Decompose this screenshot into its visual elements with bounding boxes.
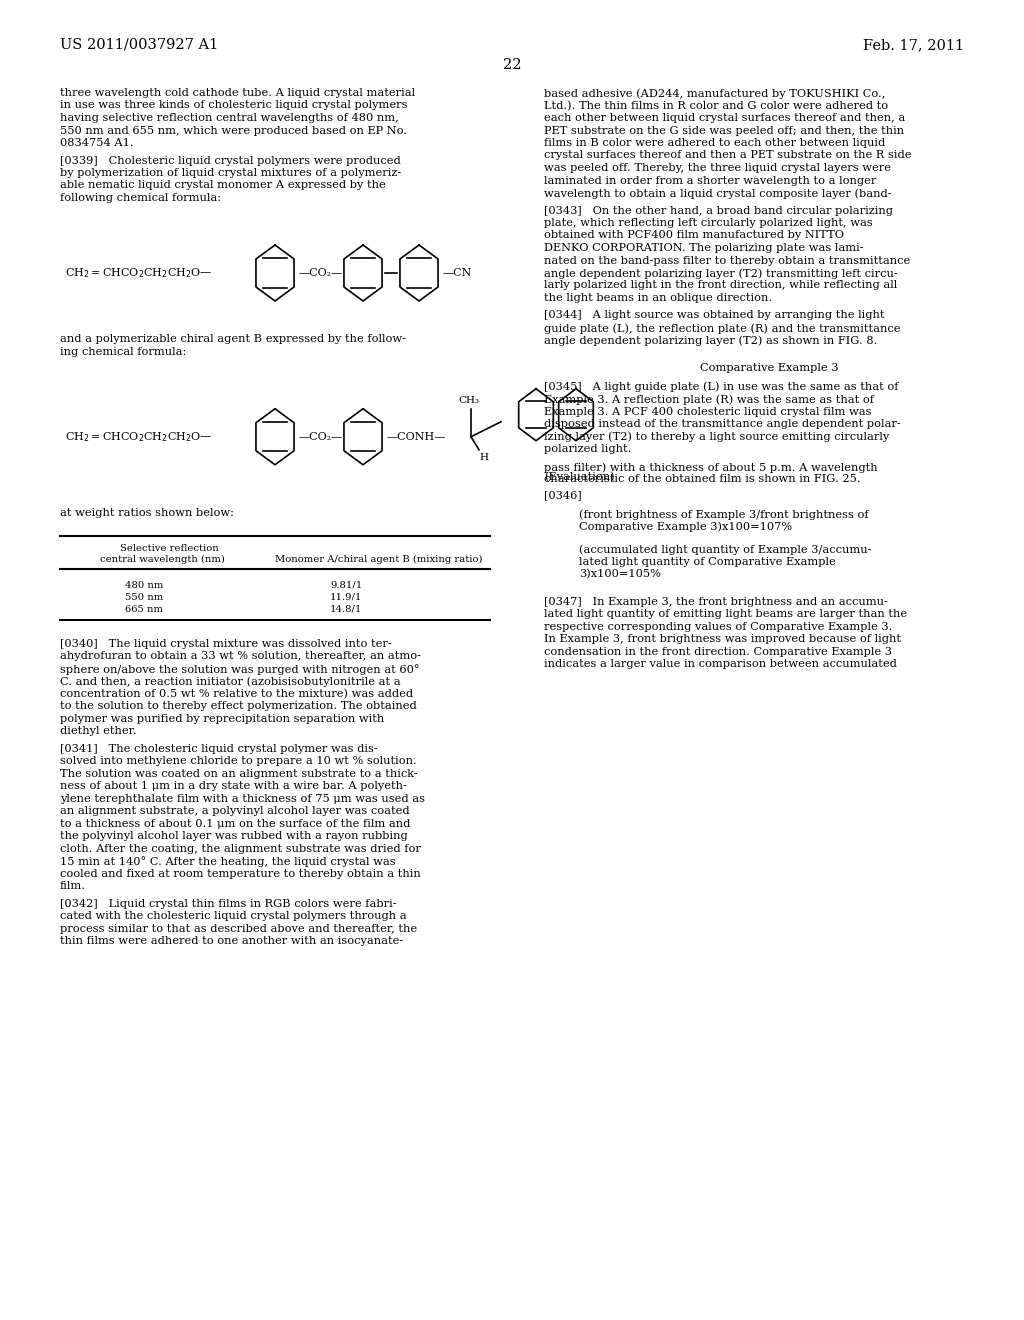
Text: —CO₂—: —CO₂—	[299, 268, 343, 279]
Text: film.: film.	[60, 882, 86, 891]
Text: the light beams in an oblique direction.: the light beams in an oblique direction.	[544, 293, 772, 304]
Text: process similar to that as described above and thereafter, the: process similar to that as described abo…	[60, 924, 417, 935]
Text: films in B color were adhered to each other between liquid: films in B color were adhered to each ot…	[544, 139, 886, 148]
Text: the polyvinyl alcohol layer was rubbed with a rayon rubbing: the polyvinyl alcohol layer was rubbed w…	[60, 832, 408, 841]
Text: H: H	[479, 453, 488, 462]
Text: 11.9/1: 11.9/1	[330, 593, 362, 602]
Text: cated with the cholesteric liquid crystal polymers through a: cated with the cholesteric liquid crysta…	[60, 911, 407, 921]
Text: respective corresponding values of Comparative Example 3.: respective corresponding values of Compa…	[544, 622, 892, 632]
Text: lated light quantity of emitting light beams are larger than the: lated light quantity of emitting light b…	[544, 610, 907, 619]
Text: Selective reflection: Selective reflection	[120, 544, 219, 553]
Text: ness of about 1 μm in a dry state with a wire bar. A polyeth-: ness of about 1 μm in a dry state with a…	[60, 781, 407, 792]
Text: US 2011/0037927 A1: US 2011/0037927 A1	[60, 38, 218, 51]
Text: obtained with PCF400 film manufactured by NITTO: obtained with PCF400 film manufactured b…	[544, 231, 844, 240]
Text: C. and then, a reaction initiator (azobisisobutylonitrile at a: C. and then, a reaction initiator (azobi…	[60, 676, 400, 686]
Text: [0343]   On the other hand, a broad band circular polarizing: [0343] On the other hand, a broad band c…	[544, 206, 893, 215]
Text: to the solution to thereby effect polymerization. The obtained: to the solution to thereby effect polyme…	[60, 701, 417, 711]
Text: lated light quantity of Comparative Example: lated light quantity of Comparative Exam…	[579, 557, 836, 566]
Text: diethyl ether.: diethyl ether.	[60, 726, 136, 737]
Text: thin films were adhered to one another with an isocyanate-: thin films were adhered to one another w…	[60, 936, 403, 946]
Text: (front brightness of Example 3/front brightness of: (front brightness of Example 3/front bri…	[579, 510, 868, 520]
Text: able nematic liquid crystal monomer A expressed by the: able nematic liquid crystal monomer A ex…	[60, 181, 386, 190]
Text: (accumulated light quantity of Example 3/accumu-: (accumulated light quantity of Example 3…	[579, 544, 871, 554]
Text: [0340]   The liquid crystal mixture was dissolved into ter-: [0340] The liquid crystal mixture was di…	[60, 639, 392, 649]
Text: ylene terephthalate film with a thickness of 75 μm was used as: ylene terephthalate film with a thicknes…	[60, 793, 425, 804]
Text: Example 3. A PCF 400 cholesteric liquid crystal film was: Example 3. A PCF 400 cholesteric liquid …	[544, 407, 871, 417]
Text: 550 nm and 655 nm, which were produced based on EP No.: 550 nm and 655 nm, which were produced b…	[60, 125, 407, 136]
Text: CH₃: CH₃	[459, 396, 479, 405]
Text: PET substrate on the G side was peeled off; and then, the thin: PET substrate on the G side was peeled o…	[544, 125, 904, 136]
Text: [0339]   Cholesteric liquid crystal polymers were produced: [0339] Cholesteric liquid crystal polyme…	[60, 156, 400, 165]
Text: following chemical formula:: following chemical formula:	[60, 193, 221, 203]
Text: [0341]   The cholesteric liquid crystal polymer was dis-: [0341] The cholesteric liquid crystal po…	[60, 744, 378, 754]
Text: and a polymerizable chiral agent B expressed by the follow-: and a polymerizable chiral agent B expre…	[60, 334, 406, 345]
Text: cloth. After the coating, the alignment substrate was dried for: cloth. After the coating, the alignment …	[60, 843, 421, 854]
Text: [0347]   In Example 3, the front brightness and an accumu-: [0347] In Example 3, the front brightnes…	[544, 597, 888, 607]
Text: izing layer (T2) to thereby a light source emitting circularly: izing layer (T2) to thereby a light sour…	[544, 432, 889, 442]
Text: 0834754 A1.: 0834754 A1.	[60, 139, 133, 148]
Text: based adhesive (AD244, manufactured by TOKUSHIKI Co.,: based adhesive (AD244, manufactured by T…	[544, 88, 886, 99]
Text: 550 nm: 550 nm	[125, 593, 163, 602]
Text: laminated in order from a shorter wavelength to a longer: laminated in order from a shorter wavele…	[544, 176, 877, 186]
Text: Feb. 17, 2011: Feb. 17, 2011	[863, 38, 964, 51]
Text: 9.81/1: 9.81/1	[330, 581, 362, 590]
Text: Monomer A/chiral agent B (mixing ratio): Monomer A/chiral agent B (mixing ratio)	[275, 556, 482, 565]
Text: crystal surfaces thereof and then a PET substrate on the R side: crystal surfaces thereof and then a PET …	[544, 150, 911, 161]
Text: The solution was coated on an alignment substrate to a thick-: The solution was coated on an alignment …	[60, 770, 418, 779]
Text: polymer was purified by reprecipitation separation with: polymer was purified by reprecipitation …	[60, 714, 384, 723]
Text: 665 nm: 665 nm	[125, 605, 163, 614]
Text: 480 nm: 480 nm	[125, 581, 164, 590]
Text: pass filter) with a thickness of about 5 p.m. A wavelength: pass filter) with a thickness of about 5…	[544, 462, 878, 473]
Text: DENKO CORPORATION. The polarizing plate was lami-: DENKO CORPORATION. The polarizing plate …	[544, 243, 863, 253]
Text: disposed instead of the transmittance angle dependent polar-: disposed instead of the transmittance an…	[544, 420, 901, 429]
Text: Comparative Example 3)x100=107%: Comparative Example 3)x100=107%	[579, 521, 793, 532]
Text: Example 3. A reflection plate (R) was the same as that of: Example 3. A reflection plate (R) was th…	[544, 395, 874, 405]
Text: plate, which reflecting left circularly polarized light, was: plate, which reflecting left circularly …	[544, 218, 872, 228]
Text: sphere on/above the solution was purged with nitrogen at 60°: sphere on/above the solution was purged …	[60, 664, 420, 675]
Text: ahydrofuran to obtain a 33 wt % solution, thereafter, an atmo-: ahydrofuran to obtain a 33 wt % solution…	[60, 652, 421, 661]
Text: having selective reflection central wavelengths of 480 nm,: having selective reflection central wave…	[60, 114, 398, 123]
Text: Comparative Example 3: Comparative Example 3	[699, 363, 839, 374]
Text: characteristic of the obtained film is shown in FIG. 25.: characteristic of the obtained film is s…	[544, 474, 860, 484]
Text: at weight ratios shown below:: at weight ratios shown below:	[60, 508, 233, 517]
Text: larly polarized light in the front direction, while reflecting all: larly polarized light in the front direc…	[544, 281, 897, 290]
Text: indicates a larger value in comparison between accumulated: indicates a larger value in comparison b…	[544, 659, 897, 669]
Text: guide plate (L), the reflection plate (R) and the transmittance: guide plate (L), the reflection plate (R…	[544, 323, 900, 334]
Text: 14.8/1: 14.8/1	[330, 605, 362, 614]
Text: concentration of 0.5 wt % relative to the mixture) was added: concentration of 0.5 wt % relative to th…	[60, 689, 413, 700]
Text: solved into methylene chloride to prepare a 10 wt % solution.: solved into methylene chloride to prepar…	[60, 756, 417, 767]
Text: wavelength to obtain a liquid crystal composite layer (band-: wavelength to obtain a liquid crystal co…	[544, 187, 892, 198]
Text: each other between liquid crystal surfaces thereof and then, a: each other between liquid crystal surfac…	[544, 114, 905, 123]
Text: to a thickness of about 0.1 μm on the surface of the film and: to a thickness of about 0.1 μm on the su…	[60, 818, 411, 829]
Text: by polymerization of liquid crystal mixtures of a polymeriz-: by polymerization of liquid crystal mixt…	[60, 168, 401, 178]
Text: 3)x100=105%: 3)x100=105%	[579, 569, 660, 579]
Text: [0346]: [0346]	[544, 491, 582, 500]
Text: 22: 22	[503, 58, 521, 73]
Text: (Evaluation): (Evaluation)	[544, 471, 614, 482]
Text: [0344]   A light source was obtained by arranging the light: [0344] A light source was obtained by ar…	[544, 310, 885, 321]
Text: —CO₂—: —CO₂—	[299, 432, 343, 442]
Text: —CN: —CN	[443, 268, 472, 279]
Text: central wavelength (nm): central wavelength (nm)	[100, 556, 225, 565]
Text: —CONH—: —CONH—	[387, 432, 446, 442]
Text: nated on the band-pass filter to thereby obtain a transmittance: nated on the band-pass filter to thereby…	[544, 256, 910, 265]
Text: CH$_2$$=$CHCO$_2$CH$_2$CH$_2$O—: CH$_2$$=$CHCO$_2$CH$_2$CH$_2$O—	[65, 267, 212, 280]
Text: In Example 3, front brightness was improved because of light: In Example 3, front brightness was impro…	[544, 634, 901, 644]
Text: angle dependent polarizing layer (T2) as shown in FIG. 8.: angle dependent polarizing layer (T2) as…	[544, 335, 878, 346]
Text: [0342]   Liquid crystal thin films in RGB colors were fabri-: [0342] Liquid crystal thin films in RGB …	[60, 899, 396, 909]
Text: CH$_2$$=$CHCO$_2$CH$_2$CH$_2$O—: CH$_2$$=$CHCO$_2$CH$_2$CH$_2$O—	[65, 430, 212, 444]
Text: polarized light.: polarized light.	[544, 445, 632, 454]
Text: angle dependent polarizing layer (T2) transmitting left circu-: angle dependent polarizing layer (T2) tr…	[544, 268, 898, 279]
Text: condensation in the front direction. Comparative Example 3: condensation in the front direction. Com…	[544, 647, 892, 657]
Text: Ltd.). The thin films in R color and G color were adhered to: Ltd.). The thin films in R color and G c…	[544, 100, 888, 111]
Text: was peeled off. Thereby, the three liquid crystal layers were: was peeled off. Thereby, the three liqui…	[544, 162, 891, 173]
Text: [0345]   A light guide plate (L) in use was the same as that of: [0345] A light guide plate (L) in use wa…	[544, 381, 898, 392]
Text: ing chemical formula:: ing chemical formula:	[60, 347, 186, 356]
Text: an alignment substrate, a polyvinyl alcohol layer was coated: an alignment substrate, a polyvinyl alco…	[60, 807, 410, 817]
Text: in use was three kinds of cholesteric liquid crystal polymers: in use was three kinds of cholesteric li…	[60, 100, 408, 111]
Text: three wavelength cold cathode tube. A liquid crystal material: three wavelength cold cathode tube. A li…	[60, 88, 415, 98]
Text: 15 min at 140° C. After the heating, the liquid crystal was: 15 min at 140° C. After the heating, the…	[60, 857, 395, 867]
Text: cooled and fixed at room temperature to thereby obtain a thin: cooled and fixed at room temperature to …	[60, 869, 421, 879]
